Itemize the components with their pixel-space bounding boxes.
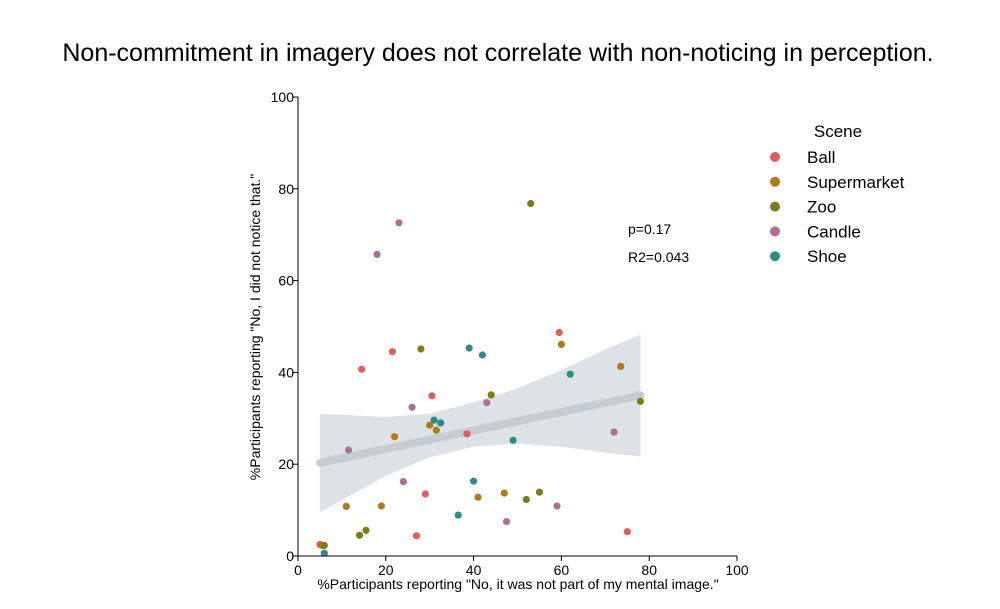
point-supermarket xyxy=(391,433,399,441)
point-shoe xyxy=(430,416,438,424)
point-ball xyxy=(555,328,563,337)
y-tick-label: 80 xyxy=(278,181,294,197)
point-zoo xyxy=(527,199,535,208)
p-value-annotation: p=0.17 xyxy=(628,221,671,237)
point-shoe xyxy=(470,477,478,485)
y-tick-label: 100 xyxy=(271,89,295,105)
point-ball xyxy=(412,532,421,540)
point-supermarket xyxy=(500,489,508,497)
r-squared-annotation: R2=0.043 xyxy=(628,249,689,265)
legend-items: Ball Supermarket Zoo Candle Shoe xyxy=(770,148,905,266)
legend-marker-candle xyxy=(770,226,780,237)
legend-label-ball: Ball xyxy=(807,148,835,167)
regression-line xyxy=(315,391,645,467)
point-zoo xyxy=(355,531,364,539)
point-shoe xyxy=(320,549,328,557)
legend-marker-zoo xyxy=(770,201,780,212)
point-shoe xyxy=(509,436,517,444)
y-axis-label: %Participants reporting "No, I did not n… xyxy=(247,174,263,480)
point-shoe xyxy=(454,511,462,519)
x-tick-label: 60 xyxy=(554,562,570,578)
legend-marker-shoe xyxy=(770,251,780,262)
point-zoo xyxy=(320,541,328,550)
point-ball xyxy=(623,528,631,536)
point-zoo xyxy=(362,526,370,534)
point-candle xyxy=(399,478,407,486)
y-tick-label: 0 xyxy=(286,548,294,564)
data-points-layer xyxy=(316,199,645,557)
x-tick-label: 0 xyxy=(294,562,302,578)
point-candle xyxy=(502,518,511,526)
point-zoo xyxy=(487,391,495,399)
point-candle xyxy=(344,446,353,454)
legend: Scene Ball Supermarket Zoo Candle Shoe xyxy=(770,122,905,266)
legend-label-candle: Candle xyxy=(807,222,861,241)
x-axis-label: %Participants reporting "No, it was not … xyxy=(317,576,718,592)
chart-title: Non-commitment in imagery does not corre… xyxy=(62,39,933,67)
point-supermarket xyxy=(557,340,566,348)
point-candle xyxy=(373,250,381,258)
point-ball xyxy=(428,392,436,400)
x-axis-ticks: 0 20 40 60 80 100 xyxy=(294,556,749,578)
point-zoo xyxy=(522,495,530,504)
point-zoo xyxy=(636,397,645,405)
legend-marker-ball xyxy=(770,152,780,162)
legend-title: Scene xyxy=(814,122,862,141)
point-zoo xyxy=(535,488,544,496)
point-ball xyxy=(388,348,396,356)
point-supermarket xyxy=(342,502,350,510)
point-ball xyxy=(463,430,471,438)
x-tick-label: 80 xyxy=(641,562,657,578)
y-tick-label: 20 xyxy=(278,456,294,472)
legend-label-zoo: Zoo xyxy=(807,198,836,217)
regression-line-layer xyxy=(315,391,645,467)
legend-marker-supermarket xyxy=(770,176,780,187)
point-candle xyxy=(395,219,403,227)
y-tick-label: 60 xyxy=(278,273,294,289)
point-supermarket xyxy=(377,502,385,510)
legend-label-supermarket: Supermarket xyxy=(807,173,905,192)
legend-label-shoe: Shoe xyxy=(807,247,847,266)
point-candle xyxy=(610,428,618,436)
point-supermarket xyxy=(426,421,434,429)
point-candle xyxy=(408,403,416,411)
point-candle xyxy=(553,502,561,510)
x-tick-label: 40 xyxy=(466,562,482,578)
point-shoe xyxy=(437,419,445,427)
confidence-band-layer xyxy=(319,334,641,513)
point-candle xyxy=(483,399,491,407)
y-tick-label: 40 xyxy=(278,364,294,380)
x-tick-label: 100 xyxy=(725,562,749,578)
point-shoe xyxy=(465,344,473,352)
y-axis-ticks: 0 20 40 60 80 100 xyxy=(271,89,298,564)
x-tick-label: 20 xyxy=(378,562,394,578)
point-supermarket xyxy=(432,426,440,434)
point-shoe xyxy=(566,370,574,378)
point-shoe xyxy=(478,351,486,359)
point-supermarket xyxy=(474,493,482,501)
confidence-band xyxy=(319,334,641,513)
point-ball xyxy=(421,490,429,498)
point-zoo xyxy=(417,345,425,353)
point-supermarket xyxy=(617,362,625,370)
point-ball xyxy=(358,365,366,373)
